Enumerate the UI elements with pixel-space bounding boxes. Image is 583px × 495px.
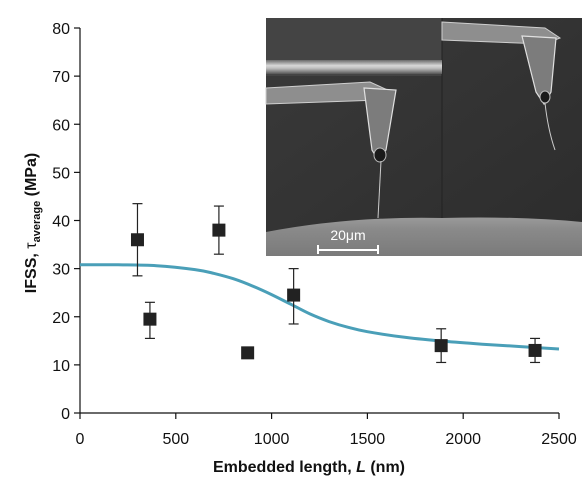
x-tick-label: 2000	[445, 431, 481, 448]
x-title-variable: L	[356, 459, 366, 476]
y-title-unit: (MPa)	[23, 153, 40, 201]
x-axis-title: Embedded length, L (nm)	[213, 459, 405, 476]
data-points	[130, 203, 542, 364]
inset-scale-bar-label: 20μm	[330, 227, 365, 243]
y-title-subscript: average	[31, 201, 43, 243]
y-tick-label: 60	[52, 117, 70, 134]
data-point	[130, 203, 144, 277]
data-point-marker	[241, 346, 255, 360]
inset-droplet-left	[373, 147, 387, 163]
data-point	[434, 328, 448, 364]
data-point-marker	[434, 339, 448, 353]
inset-substrate-surface	[266, 217, 582, 256]
y-tick-label: 50	[52, 165, 70, 182]
data-point-marker	[212, 223, 226, 237]
x-tick-label: 1500	[350, 431, 386, 448]
y-title-prefix: IFSS,	[23, 249, 40, 293]
inset-fiber-left	[377, 160, 382, 219]
data-point	[241, 346, 255, 360]
sem-micrograph-inset: 20μm	[265, 18, 582, 256]
y-axis-ticks: 0 10 20 30 40 50 60 70 80	[52, 21, 80, 423]
x-title-prefix: Embedded length,	[213, 459, 356, 476]
x-tick-label: 500	[162, 431, 189, 448]
x-tick-label: 2500	[541, 431, 577, 448]
data-point-marker	[287, 288, 301, 302]
x-title-unit: (nm)	[366, 459, 405, 476]
y-tick-label: 80	[52, 21, 70, 38]
x-tick-label: 1000	[254, 431, 290, 448]
data-point-marker	[528, 343, 542, 357]
data-point	[143, 301, 157, 340]
inset-droplet-right	[539, 90, 551, 104]
y-title-symbol: τ	[23, 242, 40, 249]
inset-rod	[266, 60, 442, 74]
y-tick-label: 40	[52, 214, 70, 231]
data-point	[528, 337, 542, 364]
data-point-marker	[143, 312, 157, 326]
y-tick-label: 0	[61, 406, 70, 423]
fit-curve	[79, 263, 560, 351]
y-axis-title: IFSS, τaverage (MPa)	[23, 153, 43, 293]
data-point	[212, 205, 226, 255]
y-tick-label: 30	[52, 262, 70, 279]
x-axis-ticks: 0 500 1000 1500 2000 2500	[76, 413, 577, 448]
data-point	[287, 268, 301, 325]
y-tick-label: 70	[52, 69, 70, 86]
data-point-marker	[130, 233, 144, 247]
x-tick-label: 0	[76, 431, 85, 448]
inset-fiber-right	[544, 102, 556, 151]
y-tick-label: 10	[52, 358, 70, 375]
y-tick-label: 20	[52, 310, 70, 327]
